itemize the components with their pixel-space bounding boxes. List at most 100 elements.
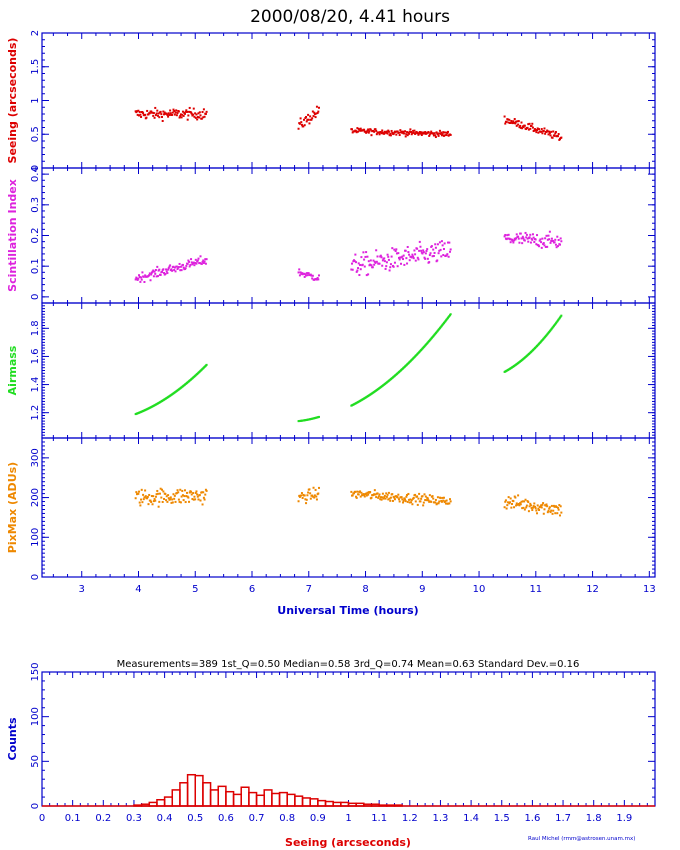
data-point [390, 129, 393, 132]
histogram-bar [370, 803, 380, 807]
data-point [551, 136, 554, 139]
data-point [373, 263, 376, 266]
data-point [422, 251, 425, 254]
data-point [373, 489, 376, 492]
data-point [154, 272, 157, 275]
histogram-bar [340, 801, 350, 807]
data-point [309, 492, 312, 495]
data-point [507, 233, 510, 236]
data-point [366, 491, 369, 494]
data-point [361, 263, 364, 266]
x-tick-label: 1.4 [463, 813, 479, 824]
data-point [157, 505, 160, 508]
data-point [380, 256, 383, 259]
data-point [162, 268, 165, 271]
data-point [158, 500, 161, 503]
data-point [300, 494, 303, 497]
data-point [424, 495, 427, 498]
data-point [301, 496, 304, 499]
data-point [178, 500, 181, 503]
y-tick-label: 0.4 [30, 166, 41, 182]
data-point [447, 134, 450, 137]
data-point [315, 105, 318, 108]
data-point [420, 134, 423, 137]
data-point [548, 506, 551, 509]
data-point [157, 112, 160, 115]
data-point [527, 128, 530, 131]
data-point [523, 239, 526, 242]
data-point [315, 495, 318, 498]
histogram-bar [156, 798, 166, 807]
data-point [412, 255, 415, 258]
data-point [354, 490, 357, 493]
data-point [385, 131, 388, 134]
data-point [312, 115, 315, 118]
data-point [194, 261, 197, 264]
histogram-bar [378, 804, 388, 807]
data-point [434, 498, 437, 501]
x-tick-label: 8 [362, 584, 368, 595]
data-point [309, 115, 312, 118]
data-point [378, 133, 381, 136]
data-point [156, 489, 159, 492]
data-point [508, 118, 511, 121]
data-point [350, 490, 353, 493]
data-point [406, 262, 409, 265]
data-point [184, 501, 187, 504]
data-point [152, 114, 155, 117]
data-point [548, 132, 551, 135]
histogram-bar [271, 792, 281, 807]
data-point [544, 245, 547, 248]
data-point [553, 134, 556, 137]
data-point [426, 257, 429, 260]
data-point [541, 132, 544, 135]
x-tick-label: 6 [249, 584, 255, 595]
data-point [523, 500, 526, 503]
data-point [436, 133, 439, 136]
data-point [393, 498, 396, 501]
data-point [183, 489, 186, 492]
data-point [185, 109, 188, 112]
data-point [150, 500, 153, 503]
data-point [385, 261, 388, 264]
data-point [517, 120, 520, 123]
data-point [374, 493, 377, 496]
data-point [540, 246, 543, 249]
data-point [378, 262, 381, 265]
data-point [172, 265, 175, 268]
data-point [366, 255, 369, 258]
data-point [383, 496, 386, 499]
data-point [175, 492, 178, 495]
data-point [373, 493, 376, 496]
data-point [178, 262, 181, 265]
data-point [204, 112, 207, 115]
data-point [548, 130, 551, 133]
data-point [304, 498, 307, 501]
data-point [411, 503, 414, 506]
data-point [398, 134, 401, 137]
data-point [192, 492, 195, 495]
data-point [305, 274, 308, 277]
data-point [548, 507, 551, 510]
data-point [525, 233, 528, 236]
data-point [444, 500, 447, 503]
seeing-panel: 0 0.5 1 1.5 2 Seeing (arcseconds) [6, 30, 656, 171]
data-point [302, 125, 305, 128]
data-point [305, 120, 308, 123]
data-point [420, 131, 423, 134]
data-point [448, 250, 451, 253]
data-point [156, 275, 159, 278]
data-point [149, 499, 152, 502]
data-point [416, 247, 419, 250]
data-point [200, 262, 203, 265]
data-point [204, 258, 207, 261]
data-point [388, 269, 391, 272]
data-point [186, 118, 189, 121]
data-point [200, 117, 203, 120]
data-point [512, 241, 515, 244]
data-point [449, 248, 452, 251]
data-point [546, 511, 549, 514]
y-tick-label: 50 [30, 755, 41, 768]
data-point [407, 251, 410, 254]
histogram-bar [317, 799, 327, 807]
